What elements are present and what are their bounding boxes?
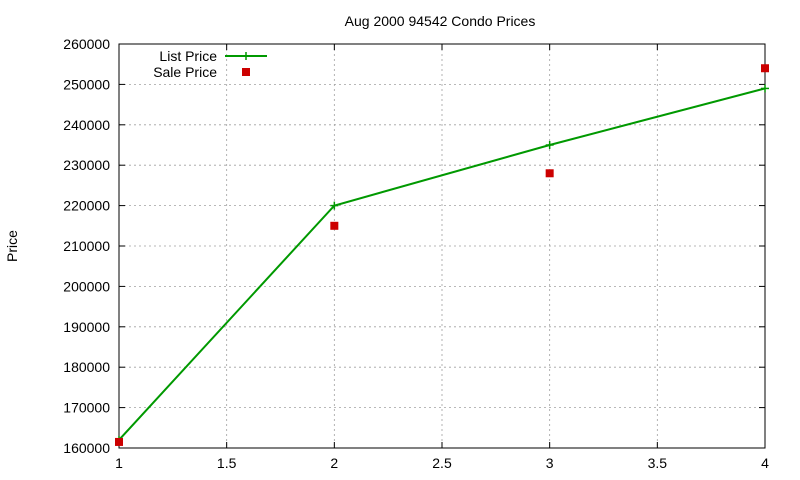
y-tick-label: 210000 <box>63 238 110 254</box>
legend-label: List Price <box>159 48 217 64</box>
y-tick-label: 250000 <box>63 76 110 92</box>
series-0 <box>115 84 769 444</box>
x-tick-label: 4 <box>761 455 769 471</box>
series-layer <box>115 64 769 446</box>
series-0-line <box>118 87 766 441</box>
grid-layer <box>119 44 765 448</box>
x-tick-label: 3.5 <box>648 455 668 471</box>
chart-title: Aug 2000 94542 Condo Prices <box>345 13 536 29</box>
y-axis-label: Price <box>4 230 20 262</box>
y-tick-label: 170000 <box>63 400 110 416</box>
series-0-point <box>330 201 339 210</box>
series-1-point <box>545 169 554 178</box>
legend-marker <box>242 52 250 60</box>
y-tick-label: 240000 <box>63 117 110 133</box>
y-tick-label: 160000 <box>63 440 110 456</box>
y-tick-label: 200000 <box>63 278 110 294</box>
y-tick-label: 190000 <box>63 319 110 335</box>
series-1 <box>115 64 769 446</box>
x-tick-label: 1.5 <box>217 455 237 471</box>
y-tick-label: 180000 <box>63 359 110 375</box>
series-0-point <box>545 141 554 149</box>
legend-marker <box>242 68 250 76</box>
legend-label: Sale Price <box>153 64 217 80</box>
series-0-point <box>761 84 769 93</box>
y-tick-label: 260000 <box>63 36 110 52</box>
y-tick-label: 220000 <box>63 198 110 214</box>
series-1-point <box>330 221 339 230</box>
ticks-layer: 160000 170000 180000 190000 200000 210000 2200… <box>63 36 769 471</box>
x-tick-label: 3 <box>546 455 554 471</box>
x-tick-label: 1 <box>115 455 123 471</box>
series-1-point <box>115 437 123 446</box>
y-tick-label: 230000 <box>63 157 110 173</box>
x-tick-label: 2.5 <box>432 455 452 471</box>
series-1-point <box>761 64 769 73</box>
x-tick-label: 2 <box>330 455 338 471</box>
